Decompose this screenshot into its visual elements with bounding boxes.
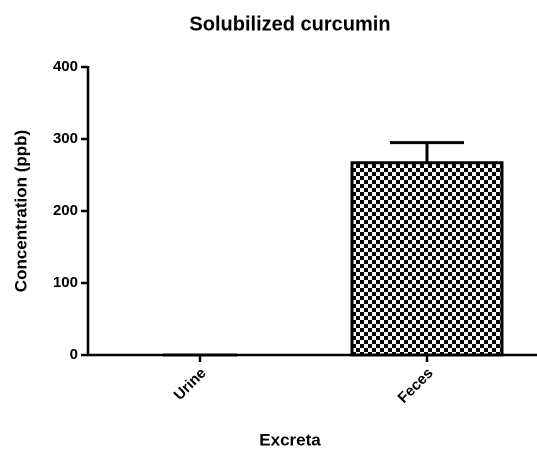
y-axis-label: Concentration (ppb) (11, 130, 30, 292)
y-tick-label: 300 (53, 130, 78, 147)
chart-title: Solubilized curcumin (189, 13, 390, 35)
y-tick-label: 200 (53, 202, 78, 219)
error-bar (390, 141, 464, 163)
bar (350, 161, 504, 357)
x-tick-label: Feces (395, 365, 437, 407)
x-axis-label: Excreta (259, 430, 321, 449)
x-tick-label: Urine (171, 365, 210, 404)
y-tick-label: 100 (53, 274, 78, 291)
y-tick-label: 0 (70, 346, 78, 363)
y-tick-label: 400 (53, 58, 78, 75)
